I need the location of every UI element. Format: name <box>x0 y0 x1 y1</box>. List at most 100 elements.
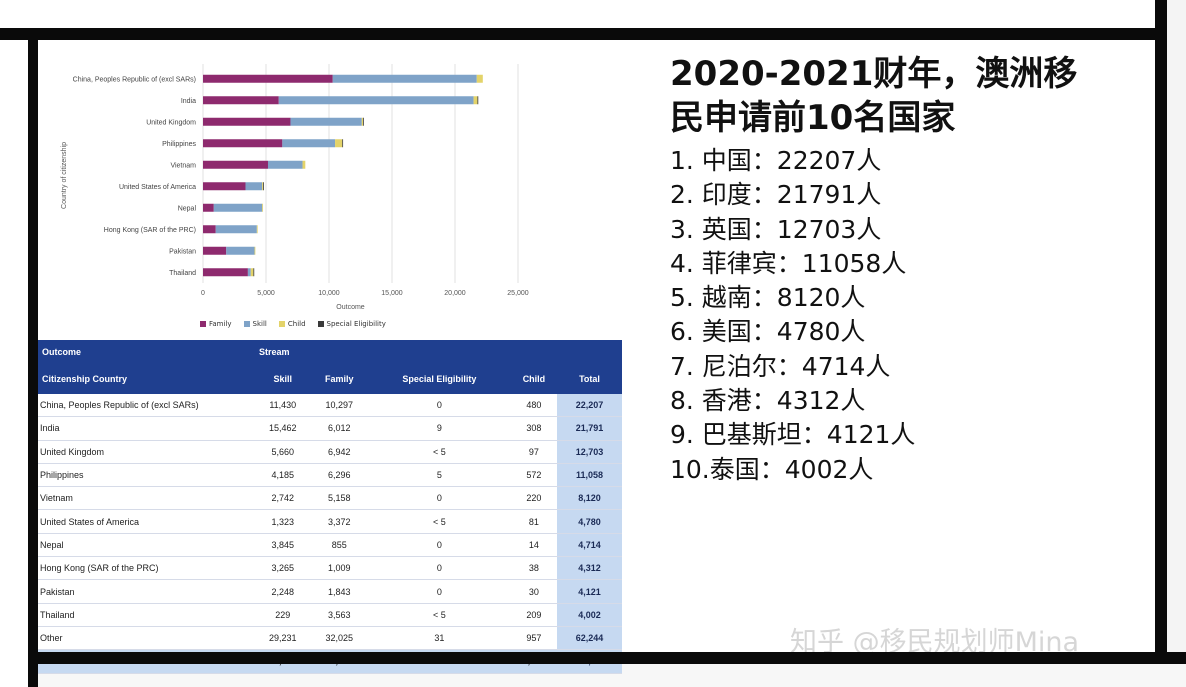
y-tick-label: United States of America <box>119 184 196 191</box>
table-cell: 81 <box>510 509 557 534</box>
ranking-item: 2. 印度：21791人 <box>670 180 882 210</box>
table-cell: 3,265 <box>255 556 311 581</box>
table-cell: 5,660 <box>255 440 311 464</box>
x-tick-label: 20,000 <box>444 290 466 297</box>
ranking-item: 5. 越南：8120人 <box>670 283 866 313</box>
y-tick-label: United Kingdom <box>146 119 196 126</box>
bar-child <box>256 225 258 234</box>
bar-child <box>250 268 254 277</box>
border-top <box>0 28 1165 40</box>
x-tick-label: 25,000 <box>507 290 529 297</box>
table-cell: Hong Kong (SAR of the PRC) <box>38 556 255 581</box>
ranking-item: 9. 巴基斯坦：4121人 <box>670 420 916 450</box>
table-cell: Philippines <box>38 463 255 488</box>
table-cell: 30 <box>510 579 557 604</box>
border-left <box>28 28 38 687</box>
bar-family <box>203 74 333 83</box>
bar-skill <box>247 268 251 277</box>
y-tick-label: Thailand <box>169 270 196 277</box>
table-cell: 4,185 <box>255 463 311 488</box>
legend-label: Skill <box>252 320 267 328</box>
table-cell: 29,231 <box>255 626 311 651</box>
y-tick-label: India <box>181 98 196 105</box>
table-row: United States of America 1,323 3,372 < 5 81 4… <box>38 509 622 534</box>
table-row: Pakistan 2,248 1,843 0 30 4,121 <box>38 579 622 604</box>
table-row: China, Peoples Republic of (excl SARs) 11… <box>38 394 622 418</box>
edge-strip <box>1167 0 1186 687</box>
table-cell: 22,207 <box>557 394 622 418</box>
ranking-item: 7. 尼泊尔：4714人 <box>670 351 891 381</box>
table-cell: Thailand <box>38 603 255 627</box>
bar-skill <box>213 203 263 212</box>
headline-title-line1: 2020-2021财年，澳洲移 <box>670 54 1078 94</box>
bar-skill <box>278 96 474 105</box>
table-cell: 5,158 <box>310 486 368 511</box>
table-cell: 3,563 <box>310 603 368 627</box>
column-header: Citizenship Country <box>38 364 255 394</box>
table-cell: < 5 <box>367 603 511 627</box>
table-cell: 0 <box>367 556 511 581</box>
bar-family <box>203 203 214 212</box>
table-cell: 21,791 <box>557 416 622 441</box>
table-cell: 32,025 <box>310 626 368 651</box>
x-tick-label: 15,000 <box>381 290 403 297</box>
table-cell: 5 <box>367 463 511 488</box>
table-group-stream: Stream <box>255 340 622 364</box>
table-cell: 855 <box>310 533 368 558</box>
table-cell: 0 <box>367 579 511 604</box>
x-tick-label: 5,000 <box>257 290 275 297</box>
ranking-item: 4. 菲律宾：11058人 <box>670 248 907 278</box>
table-cell: 4,780 <box>557 509 622 534</box>
table-cell: 8,120 <box>557 486 622 511</box>
border-right <box>1155 0 1167 655</box>
table-cell: 10,297 <box>310 394 368 418</box>
y-tick-label: Philippines <box>162 141 196 148</box>
bar-child <box>302 160 306 169</box>
legend-label: Special Eligibility <box>326 320 386 328</box>
table-cell: 0 <box>367 394 511 418</box>
bar-special-eligibility <box>477 96 479 105</box>
table-row: Hong Kong (SAR of the PRC) 3,265 1,009 0 38 4… <box>38 556 622 581</box>
stacked-bar-chart: 0 5,000 10,000 15,000 20,000 25,000 Outcome Cou… <box>38 40 548 340</box>
table-cell: 12,703 <box>557 440 622 464</box>
x-tick-label: 0 <box>201 290 205 297</box>
legend-swatch <box>200 321 206 327</box>
table-cell: 4,714 <box>557 533 622 558</box>
table-group-outcome: Outcome <box>38 340 255 364</box>
bar-family <box>203 96 279 105</box>
bar-skill <box>245 182 263 191</box>
y-tick-label: Vietnam <box>170 162 196 169</box>
bar-child <box>262 182 264 191</box>
y-tick-label: China, Peoples Republic of (excl SARs) <box>73 76 196 83</box>
border-bottom <box>28 652 1186 664</box>
table-cell: Other <box>38 626 255 651</box>
headline-title-line2: 民申请前10名国家 <box>670 98 956 138</box>
x-axis-label: Outcome <box>336 304 365 311</box>
table-cell: 2,742 <box>255 486 311 511</box>
table-cell: India <box>38 416 255 441</box>
table-cell: United Kingdom <box>38 440 255 464</box>
bar-family <box>203 139 283 148</box>
table-row: Philippines 4,185 6,296 5 572 11,058 <box>38 463 622 488</box>
table-row: Nepal 3,845 855 0 14 4,714 <box>38 533 622 558</box>
ranking-item: 6. 美国：4780人 <box>670 317 866 347</box>
bar-family <box>203 182 246 191</box>
legend-entry: Family <box>200 320 232 328</box>
table-cell: 6,942 <box>310 440 368 464</box>
table-cell: 38 <box>510 556 557 581</box>
column-header: Skill <box>255 364 311 394</box>
table-cell: 62,244 <box>557 626 622 651</box>
table-cell: 1,323 <box>255 509 311 534</box>
table-cell: 1,009 <box>310 556 368 581</box>
table-cell: 3,372 <box>310 509 368 534</box>
headline-panel: 2020-2021财年，澳洲移 民申请前10名国家 1. 中国：22207人 2.… <box>670 52 1150 487</box>
bar-child <box>476 74 483 83</box>
table-cell: 1,843 <box>310 579 368 604</box>
ranking-list: 1. 中国：22207人 2. 印度：21791人 3. 英国：12703人 4. 菲… <box>670 144 1150 487</box>
bar-child <box>262 203 264 212</box>
bar-skill <box>215 225 257 234</box>
table-cell: 480 <box>510 394 557 418</box>
x-tick-label: 10,000 <box>318 290 340 297</box>
bar-special-eligibility <box>253 268 255 277</box>
table-cell: China, Peoples Republic of (excl SARs) <box>38 394 255 418</box>
